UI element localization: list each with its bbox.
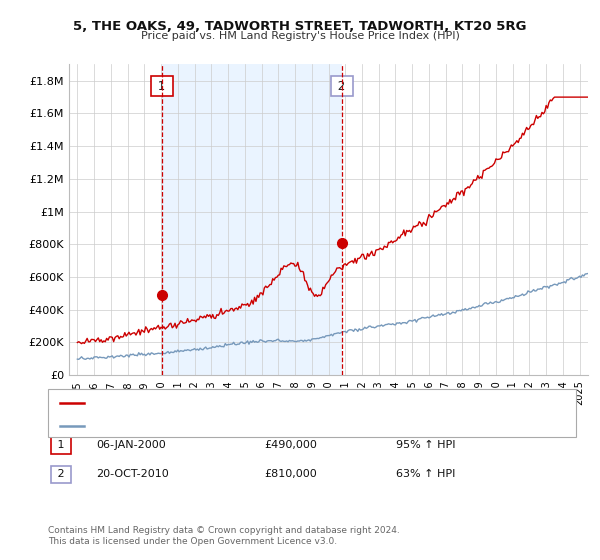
Text: 95% ↑ HPI: 95% ↑ HPI	[396, 440, 455, 450]
Text: 2: 2	[334, 80, 349, 92]
Text: 5, THE OAKS, 49, TADWORTH STREET, TADWORTH, KT20 5RG (detached house): 5, THE OAKS, 49, TADWORTH STREET, TADWOR…	[90, 398, 502, 408]
Text: 20-OCT-2010: 20-OCT-2010	[96, 469, 169, 479]
Text: 1: 1	[154, 80, 169, 92]
Text: HPI: Average price, detached house, Reigate and Banstead: HPI: Average price, detached house, Reig…	[90, 421, 398, 431]
Text: 06-JAN-2000: 06-JAN-2000	[96, 440, 166, 450]
Text: 1: 1	[54, 440, 68, 450]
Text: Price paid vs. HM Land Registry's House Price Index (HPI): Price paid vs. HM Land Registry's House …	[140, 31, 460, 41]
Text: 2: 2	[54, 469, 68, 479]
Text: 63% ↑ HPI: 63% ↑ HPI	[396, 469, 455, 479]
Text: Contains HM Land Registry data © Crown copyright and database right 2024.
This d: Contains HM Land Registry data © Crown c…	[48, 526, 400, 546]
Bar	[162, 64, 342, 375]
Text: £810,000: £810,000	[264, 469, 317, 479]
Text: 5, THE OAKS, 49, TADWORTH STREET, TADWORTH, KT20 5RG: 5, THE OAKS, 49, TADWORTH STREET, TADWOR…	[73, 20, 527, 32]
Text: £490,000: £490,000	[264, 440, 317, 450]
